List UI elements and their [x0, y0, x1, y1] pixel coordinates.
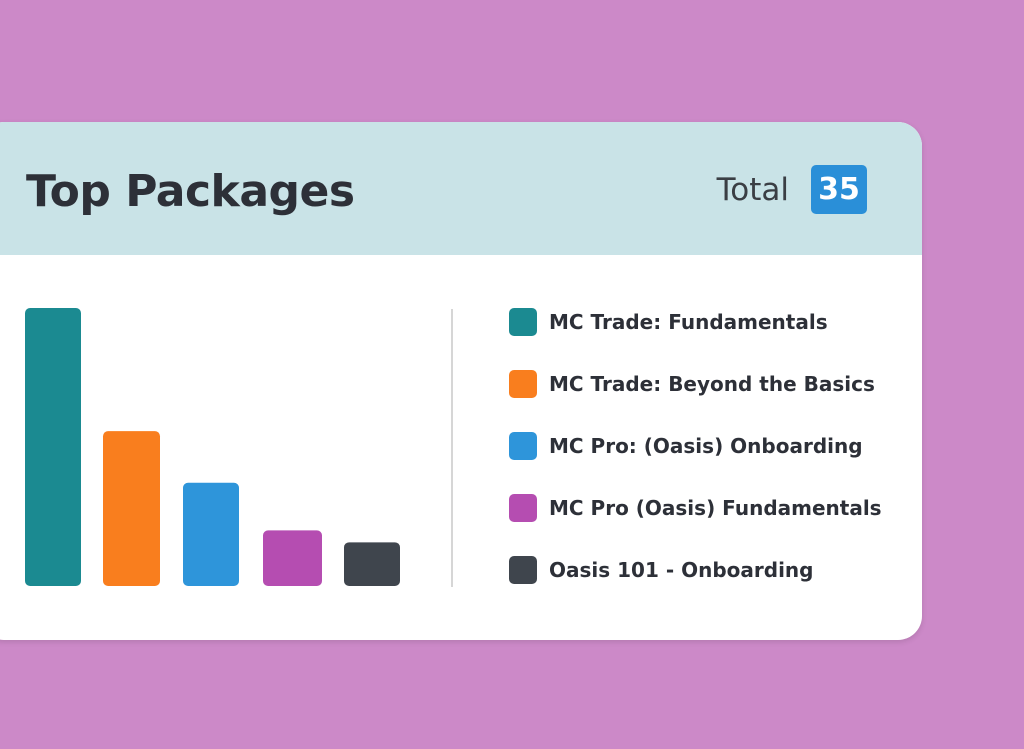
- chart-legend-divider: [451, 309, 453, 587]
- total-label: Total: [716, 171, 789, 208]
- bar-5: [344, 542, 400, 586]
- card-title: Top Packages: [26, 166, 355, 217]
- legend-label: MC Trade: Beyond the Basics: [549, 372, 875, 396]
- legend-label: MC Trade: Fundamentals: [549, 310, 828, 334]
- legend-swatch: [509, 432, 537, 460]
- legend-swatch: [509, 370, 537, 398]
- bar-chart: [25, 308, 400, 586]
- total-summary: Total 35: [717, 165, 867, 214]
- legend-label: MC Pro (Oasis) Fundamentals: [549, 496, 882, 520]
- legend-item: MC Pro: (Oasis) Onboarding: [509, 432, 882, 460]
- bar-3: [183, 482, 239, 586]
- legend-item: MC Trade: Fundamentals: [509, 308, 882, 336]
- legend-item: Oasis 101 - Onboarding: [509, 556, 882, 584]
- legend-label: Oasis 101 - Onboarding: [549, 558, 814, 582]
- bar-2: [103, 431, 160, 586]
- legend-item: MC Pro (Oasis) Fundamentals: [509, 494, 882, 522]
- chart-legend: MC Trade: Fundamentals MC Trade: Beyond t…: [509, 308, 882, 618]
- legend-swatch: [509, 308, 537, 336]
- legend-label: MC Pro: (Oasis) Onboarding: [549, 434, 863, 458]
- card-header: Top Packages Total 35: [0, 122, 922, 255]
- bar-4: [263, 530, 322, 586]
- bar-1: [25, 308, 81, 586]
- legend-swatch: [509, 556, 537, 584]
- top-packages-card: Top Packages Total 35 MC Trade: Fundamen…: [0, 122, 922, 640]
- total-count-badge: 35: [811, 165, 867, 214]
- legend-swatch: [509, 494, 537, 522]
- legend-item: MC Trade: Beyond the Basics: [509, 370, 882, 398]
